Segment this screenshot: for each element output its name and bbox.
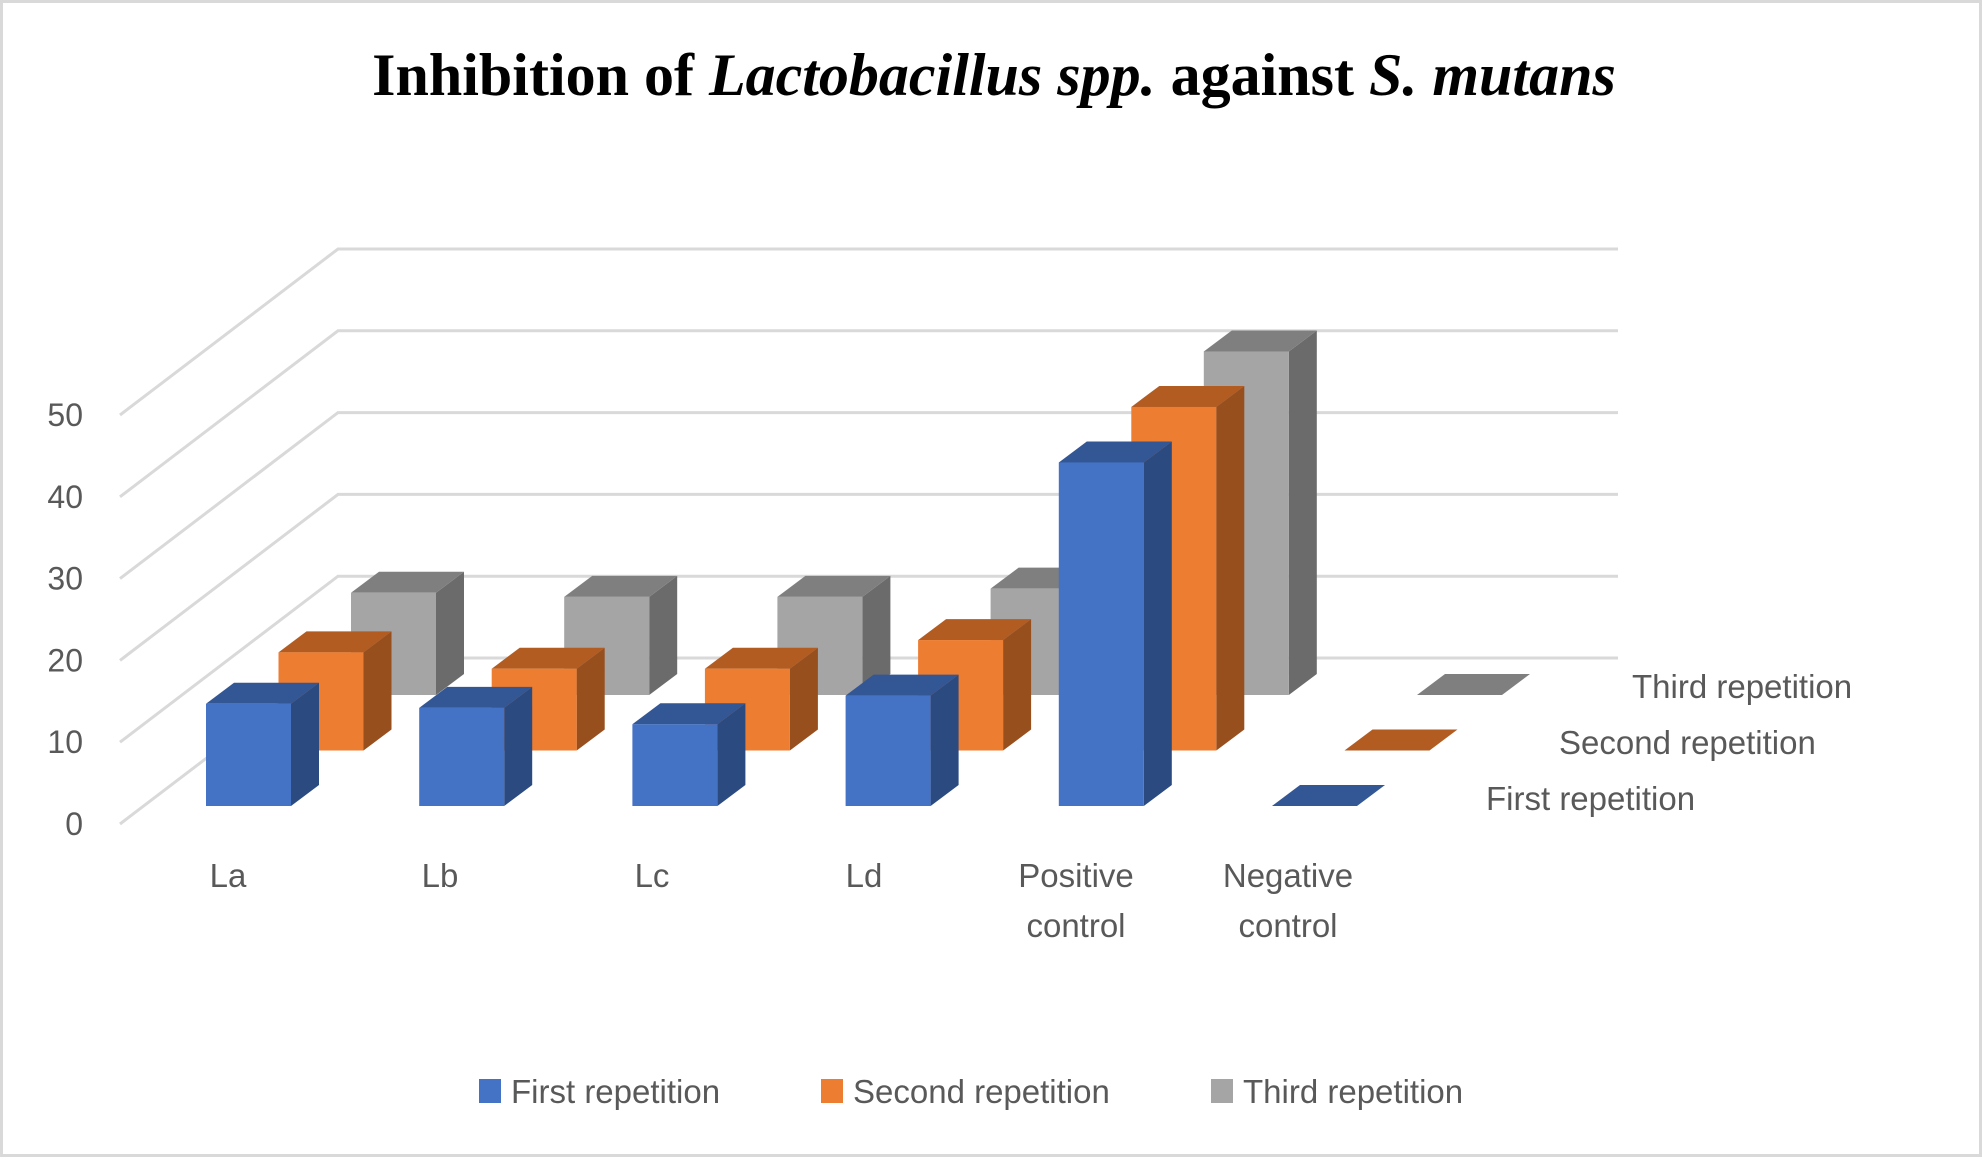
legend-label: First repetition [511,1073,720,1110]
bar-top-face [351,571,464,593]
bar-top-face [206,682,319,704]
legend-item[interactable]: First repetition [479,1073,720,1110]
y-tick-label: 0 [65,806,83,842]
bar-side-face [649,575,678,695]
bars [206,330,1530,806]
bar-side-face [717,703,746,806]
bar-first-repetition [845,674,959,806]
bar-front-face [632,724,718,806]
plot-area: 0 10 20 30 40 50 La Lb Lc Ld Positive control Negat… [47,247,1852,1110]
gridline [119,247,1618,417]
depth-axis-label: Second repetition [1559,724,1816,761]
bar-front-face [845,695,931,806]
bar-top-face [845,674,959,696]
y-tick-label: 10 [47,724,83,760]
bar-third-repetition [1417,674,1530,695]
bar-front-face [1058,462,1144,806]
bar-top-face [419,686,533,708]
category-label: Negative [1223,857,1353,894]
legend-item[interactable]: Third repetition [1211,1073,1463,1110]
bar-side-face [504,686,533,806]
bar-top-face [1272,785,1385,806]
bar-side-face [291,682,319,806]
bar-top-face [1131,385,1245,407]
bar-first-repetition [632,703,746,806]
legend-swatch [1211,1079,1233,1103]
bar-top-face [278,631,392,653]
bar-top-face [1058,441,1172,463]
bar-top-face [1203,330,1317,352]
category-label: Ld [846,857,883,894]
bar-first-repetition [1272,785,1385,806]
category-label: control [1238,907,1337,944]
category-label: Lb [422,857,459,894]
bar-top-face [918,619,1032,641]
depth-axis-labels: First repetition Second repetition Third r… [1486,668,1852,817]
legend-item[interactable]: Second repetition [821,1073,1110,1110]
legend-swatch [479,1079,501,1103]
bar-top-face [564,575,678,597]
legend-swatch [821,1079,843,1103]
bar-first-repetition [206,682,319,806]
bar-first-repetition [419,686,533,806]
bar-side-face [1143,441,1172,806]
legend-label: Second repetition [853,1073,1110,1110]
y-tick-label: 20 [47,642,83,678]
gridline [119,329,1618,498]
bar-first-repetition [1058,441,1172,806]
title-part-1: Inhibition of [372,42,709,108]
depth-axis-label: First repetition [1486,780,1695,817]
bar-top-face [777,575,891,597]
y-tick-label: 30 [47,561,83,597]
title-part-4: S. mutans [1369,42,1616,108]
category-label: control [1026,907,1125,944]
bar-side-face [862,575,891,695]
bar-side-face [363,631,392,751]
depth-axis-label: Third repetition [1632,668,1852,705]
bar-top-face [491,647,605,669]
bar-side-face [436,571,464,695]
bar-top-face [1417,674,1530,695]
legend[interactable]: First repetition Second repetition Third r… [479,1073,1463,1110]
y-tick-label: 50 [47,397,83,433]
bar-side-face [1288,330,1317,695]
bar-top-face [704,647,818,669]
bar-side-face [1003,619,1032,751]
bar-top-face [632,703,746,725]
y-tick-label: 40 [47,479,83,515]
chart-title: Inhibition of Lactobacillus spp. against… [3,41,1982,110]
bar-side-face [576,647,605,751]
title-part-2: Lactobacillus spp. [708,42,1156,108]
category-label: Lc [635,857,670,894]
title-part-3: against [1155,42,1370,108]
legend-label: Third repetition [1243,1073,1463,1110]
bar-side-face [1216,385,1245,751]
bar-side-face [789,647,818,751]
x-axis-categories: La Lb Lc Ld Positive control Negative control [210,857,1353,944]
bar-top-face [1344,729,1458,751]
category-label: Positive [1018,857,1134,894]
bar-front-face [206,703,291,806]
category-label: La [210,857,247,894]
y-axis-ticks: 0 10 20 30 40 50 [47,397,83,842]
bar-second-repetition [1344,729,1458,751]
bar-front-face [419,707,505,806]
bar-side-face [930,674,959,806]
